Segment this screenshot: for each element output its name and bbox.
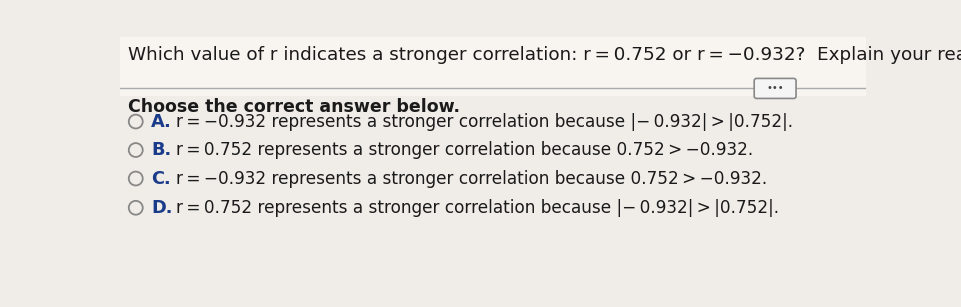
FancyBboxPatch shape bbox=[120, 96, 865, 273]
FancyBboxPatch shape bbox=[120, 37, 865, 96]
Text: Which value of r indicates a stronger correlation: r = 0.752 or r = −0.932?  Exp: Which value of r indicates a stronger co… bbox=[128, 46, 961, 64]
Text: r = −0.932 represents a stronger correlation because 0.752 > −0.932.: r = −0.932 represents a stronger correla… bbox=[176, 169, 767, 188]
FancyBboxPatch shape bbox=[753, 78, 795, 99]
Text: r = 0.752 represents a stronger correlation because 0.752 > −0.932.: r = 0.752 represents a stronger correlat… bbox=[176, 141, 752, 159]
Text: B.: B. bbox=[151, 141, 171, 159]
Text: Choose the correct answer below.: Choose the correct answer below. bbox=[128, 99, 459, 116]
Text: r = 0.752 represents a stronger correlation because |− 0.932| > |0.752|.: r = 0.752 represents a stronger correlat… bbox=[176, 199, 778, 217]
Text: C.: C. bbox=[151, 169, 171, 188]
Text: •••: ••• bbox=[766, 84, 783, 93]
Text: r = −0.932 represents a stronger correlation because |− 0.932| > |0.752|.: r = −0.932 represents a stronger correla… bbox=[176, 113, 793, 130]
Text: A.: A. bbox=[151, 113, 172, 130]
Text: D.: D. bbox=[151, 199, 172, 217]
